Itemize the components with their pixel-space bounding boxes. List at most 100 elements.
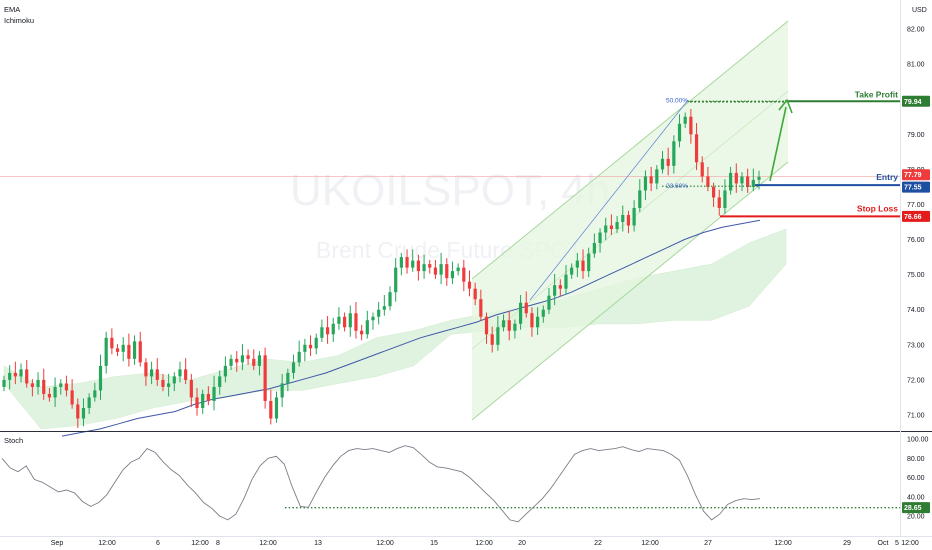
candle-body bbox=[729, 172, 733, 191]
candle-body bbox=[547, 295, 551, 310]
candle-body bbox=[184, 369, 188, 380]
candle-body bbox=[660, 158, 665, 170]
candle-body bbox=[286, 372, 290, 384]
candle-body bbox=[484, 316, 489, 335]
candle-body bbox=[399, 257, 403, 268]
stoch-tick-label: 40.00 bbox=[907, 494, 925, 501]
time-tick-label: 12:00 bbox=[191, 540, 209, 547]
candle-body bbox=[8, 372, 12, 380]
stoch-axis[interactable]: 100.00 80.00 60.00 40.00 20.00 bbox=[907, 437, 929, 521]
time-tick-label: 12:00 bbox=[259, 540, 277, 547]
candle-body bbox=[626, 214, 631, 226]
candle-body bbox=[581, 260, 585, 272]
price-tick-label: 74.00 bbox=[907, 307, 925, 314]
candle-body bbox=[25, 369, 29, 384]
candle-body bbox=[604, 225, 608, 233]
candle-body bbox=[530, 313, 534, 328]
legend-ema[interactable]: EMA bbox=[4, 5, 20, 14]
candle-body bbox=[518, 302, 523, 324]
ichimoku-cloud bbox=[3, 228, 787, 430]
candle-body bbox=[740, 176, 744, 184]
candle-body bbox=[558, 285, 562, 289]
candle-body bbox=[422, 264, 426, 272]
candle-body bbox=[308, 344, 313, 349]
candle-body bbox=[127, 344, 131, 359]
candle-body bbox=[291, 362, 296, 373]
time-tick-label: 22 bbox=[594, 540, 602, 547]
time-tick-label: 29 bbox=[843, 540, 851, 547]
candle-body bbox=[325, 327, 330, 335]
candle-body bbox=[252, 358, 256, 366]
fib-23-6-label: 23.60% bbox=[666, 183, 688, 190]
candle-body bbox=[263, 355, 267, 401]
candle-body bbox=[76, 404, 80, 419]
candle-body bbox=[280, 383, 284, 398]
projection-arrow-icon bbox=[769, 99, 793, 182]
legend-stoch[interactable]: Stoch bbox=[4, 436, 23, 445]
candle-body bbox=[479, 299, 483, 317]
candle-body bbox=[354, 313, 358, 331]
candle-body bbox=[218, 376, 222, 387]
candle-body bbox=[694, 134, 699, 163]
candle-body bbox=[394, 267, 398, 293]
candle-body bbox=[513, 323, 517, 331]
svg-text:77.55: 77.55 bbox=[904, 185, 922, 192]
time-tick-label: Sep bbox=[51, 540, 64, 547]
candle-body bbox=[121, 344, 125, 352]
candle-body bbox=[87, 397, 91, 408]
legend-ichimoku[interactable]: Ichimoku bbox=[4, 16, 34, 25]
candle-body bbox=[428, 264, 432, 268]
candlestick-series bbox=[2, 109, 761, 428]
time-tick-label: 5 bbox=[895, 540, 899, 547]
candle-body bbox=[172, 376, 176, 384]
candle-body bbox=[746, 176, 750, 187]
candle-body bbox=[343, 316, 347, 328]
entry-price-tag: 77.55 bbox=[902, 181, 930, 193]
svg-text:77.79: 77.79 bbox=[904, 172, 922, 179]
watermark-symbol: UKOILSPOT, 4h bbox=[290, 166, 610, 215]
candle-body bbox=[161, 379, 165, 387]
candle-body bbox=[677, 123, 682, 142]
candle-body bbox=[751, 179, 755, 187]
candle-body bbox=[638, 190, 642, 208]
candle-body bbox=[439, 264, 443, 275]
time-tick-label: 27 bbox=[704, 540, 712, 547]
candle-body bbox=[246, 355, 250, 359]
candle-body bbox=[564, 274, 568, 289]
ema-line bbox=[61, 219, 761, 437]
candle-body bbox=[303, 344, 307, 352]
candle-body bbox=[655, 169, 659, 184]
candle-body bbox=[240, 355, 245, 363]
candle-body bbox=[609, 225, 614, 230]
candle-body bbox=[331, 323, 335, 335]
candle-body bbox=[81, 407, 86, 419]
candle-body bbox=[178, 369, 182, 377]
price-tick-label: 76.00 bbox=[907, 237, 925, 244]
candle-body bbox=[2, 379, 6, 387]
trend-channel-upper-line bbox=[471, 20, 789, 280]
candle-body bbox=[524, 302, 528, 314]
time-tick-label: 20 bbox=[518, 540, 526, 547]
candle-body bbox=[138, 341, 142, 363]
price-tick-label: 82.00 bbox=[907, 27, 925, 34]
svg-text:28.65: 28.65 bbox=[904, 505, 922, 512]
candle-body bbox=[598, 232, 602, 244]
candle-body bbox=[757, 176, 761, 180]
candle-body bbox=[64, 383, 69, 391]
candle-body bbox=[195, 397, 199, 408]
candle-body bbox=[297, 351, 301, 363]
price-tick-label: 79.00 bbox=[907, 132, 925, 139]
time-tick-label: 8 bbox=[216, 540, 220, 547]
candle-body bbox=[649, 176, 653, 184]
candle-body bbox=[360, 330, 364, 335]
svg-text:76.66: 76.66 bbox=[904, 214, 922, 221]
candle-body bbox=[337, 316, 341, 324]
candle-body bbox=[155, 369, 159, 380]
candle-body bbox=[47, 393, 52, 398]
candle-body bbox=[269, 400, 273, 419]
candle-body bbox=[42, 379, 46, 394]
time-axis[interactable]: Sep 12:00 6 12:00 8 12:00 13 12:00 15 12:00 20 22 12… bbox=[51, 540, 919, 547]
candle-body bbox=[382, 306, 386, 310]
